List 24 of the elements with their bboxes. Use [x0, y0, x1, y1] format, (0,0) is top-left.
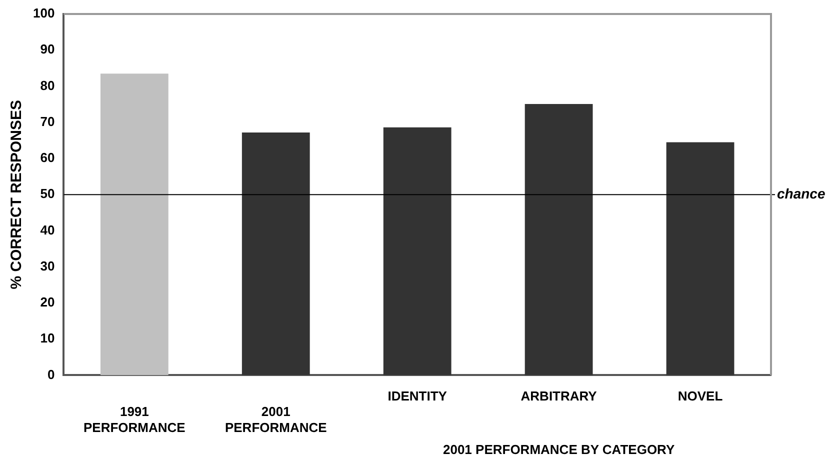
y-tick-label: 10: [40, 330, 55, 346]
y-tick-label: 40: [40, 222, 55, 238]
ref-line-label: chance: [777, 185, 826, 202]
x-tick-label: NOVEL: [678, 388, 723, 404]
bar: [100, 74, 168, 376]
text: 2001 PERFORMANCE BY CATEGORY: [442, 442, 675, 456]
x-tick-label: 2001 PERFORMANCE: [224, 404, 328, 435]
bar: [383, 127, 452, 376]
y-tick-label: 50: [40, 186, 55, 202]
y-tick-label: 100: [32, 6, 55, 21]
x-tick-label: ARBITRARY: [520, 388, 598, 404]
bar: [666, 142, 734, 376]
y-tick-label: 90: [40, 42, 55, 57]
bar: [524, 104, 593, 376]
y-axis-title: % CORRECT RESPONSES: [8, 100, 26, 290]
y-tick-label: 0: [47, 366, 55, 382]
y-tick-label: 30: [40, 258, 55, 274]
x-tick-label: 1991 PERFORMANCE: [84, 404, 186, 435]
y-tick-label: 70: [40, 114, 55, 129]
bar: [242, 132, 310, 376]
x-tick-label: IDENTITY: [388, 388, 448, 404]
y-tick-label: 80: [40, 78, 55, 93]
y-tick-label: 20: [40, 294, 55, 310]
y-tick-label: 60: [40, 150, 55, 166]
